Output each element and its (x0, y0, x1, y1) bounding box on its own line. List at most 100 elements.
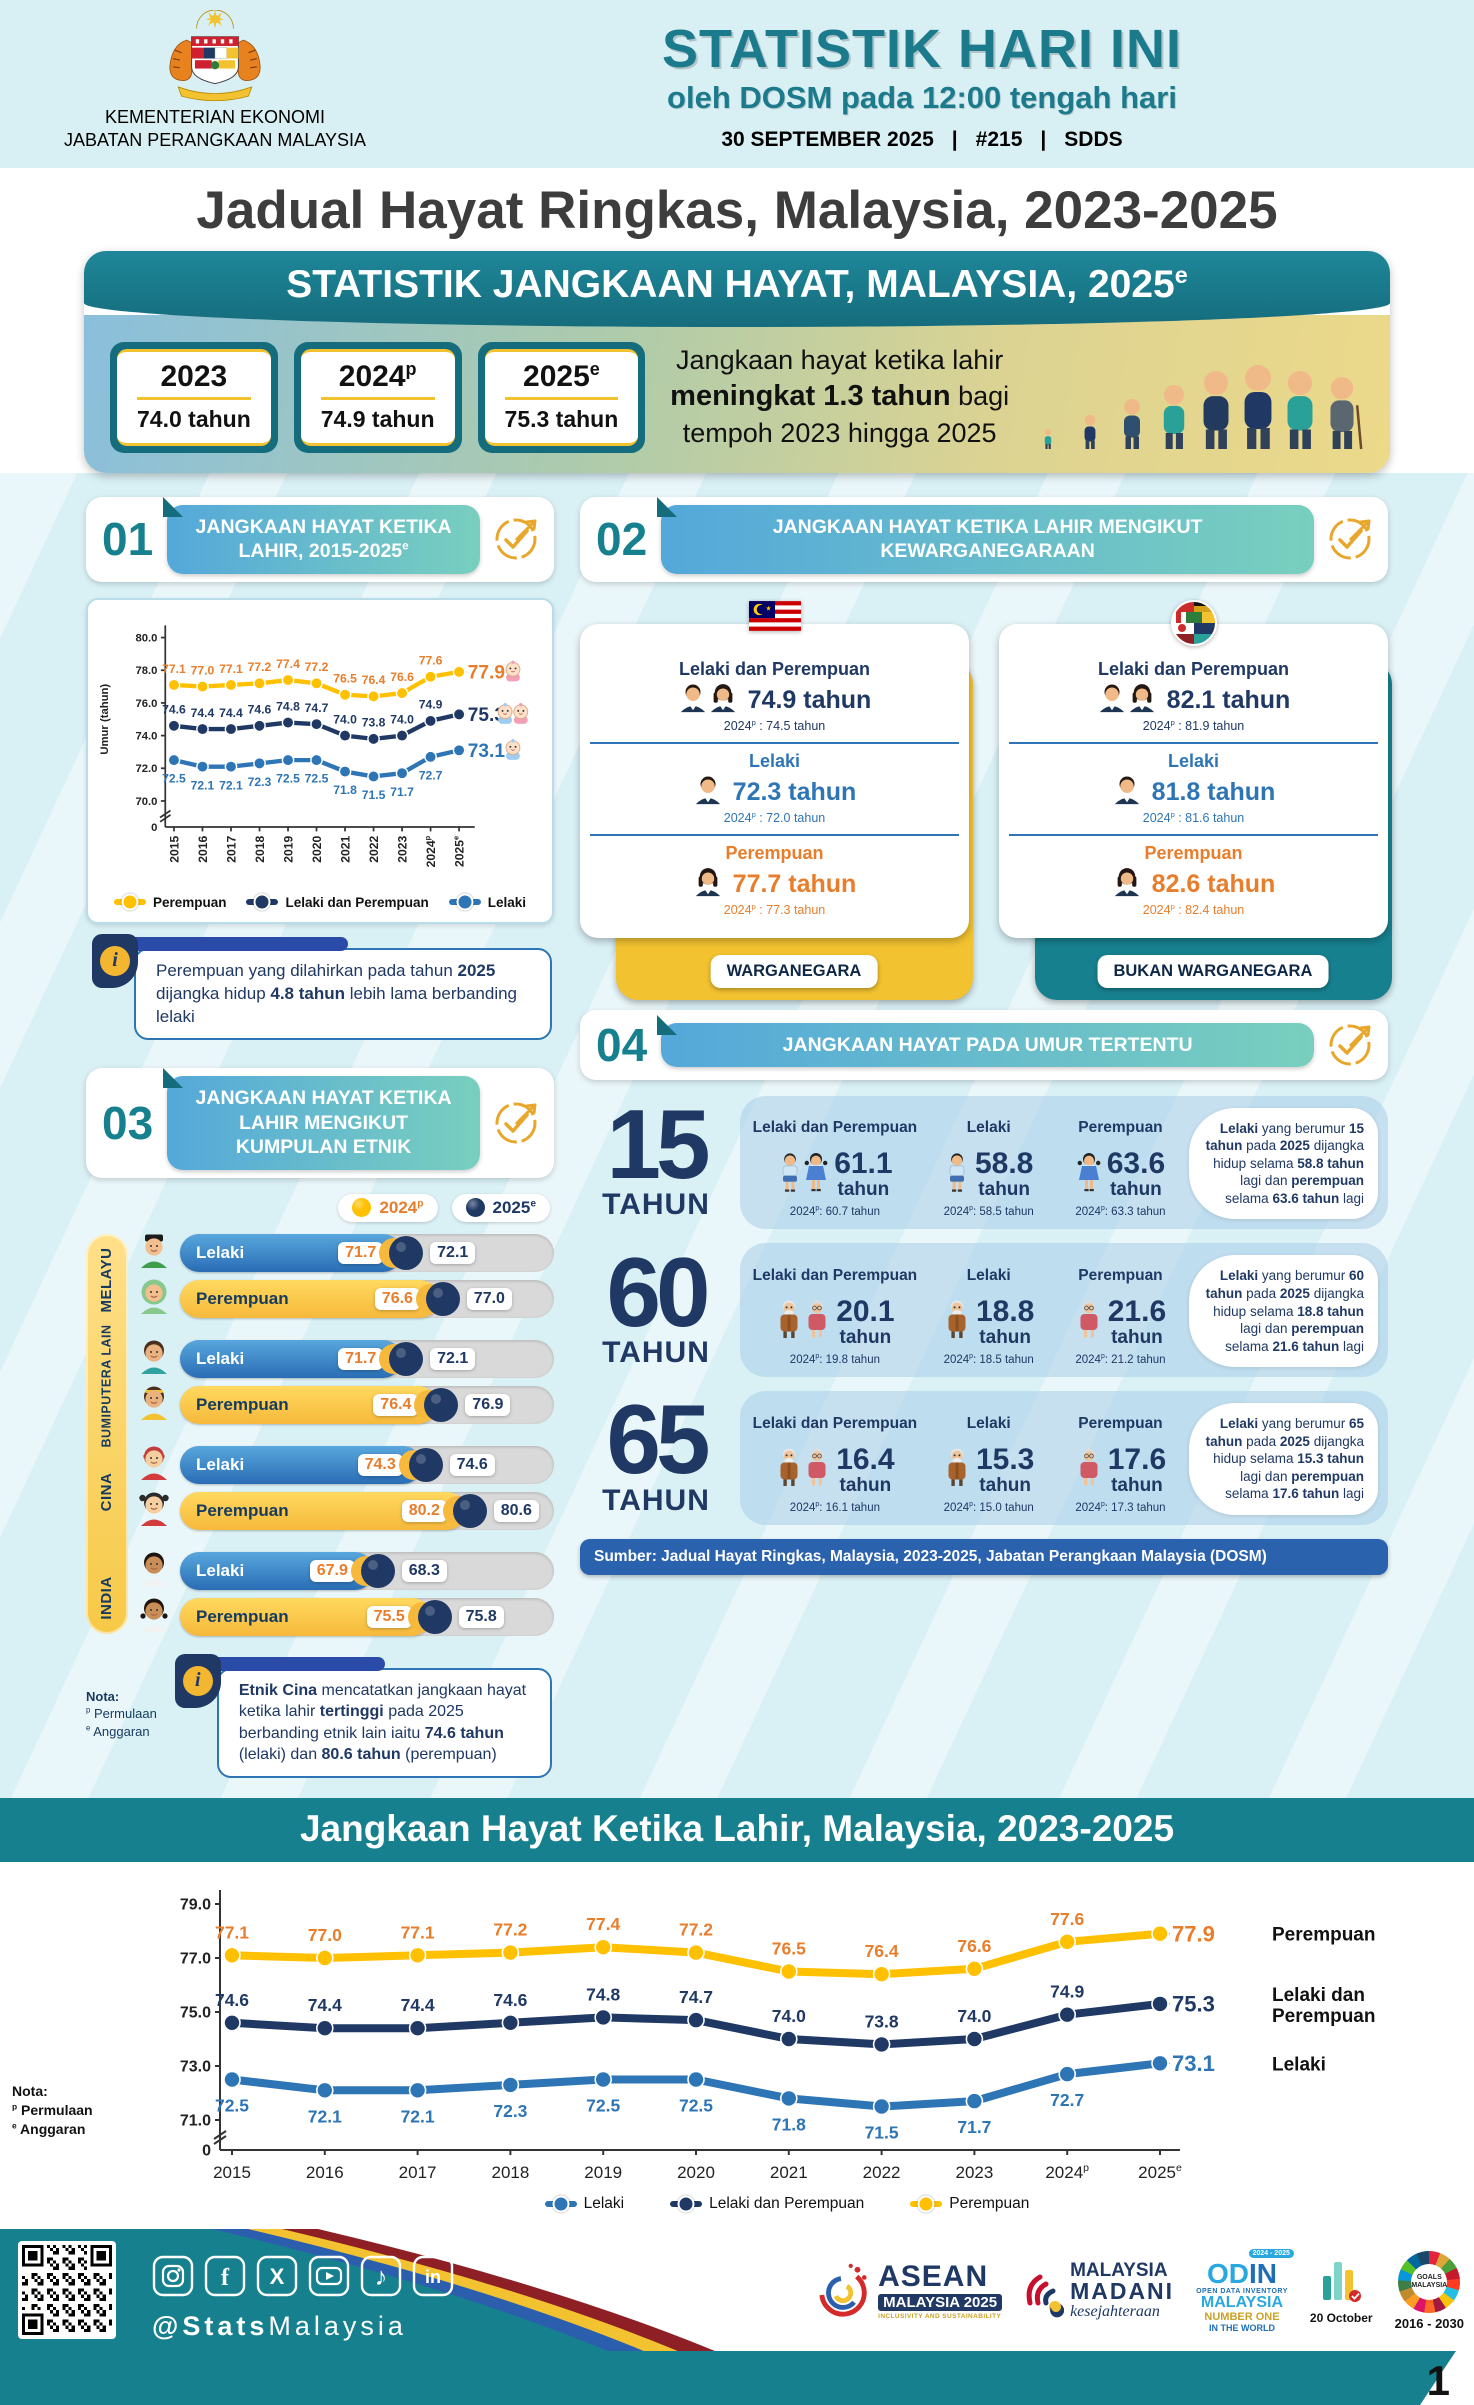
ethnic-bar-row: Perempuan 80.2 80.6 (134, 1491, 554, 1530)
grandpa-icon (943, 1448, 971, 1493)
banner-highlight: Jangkaan hayat ketika lahir meningkat 1.… (670, 345, 1010, 448)
publication-subtitle: oleh DOSM pada 12:00 tengah hari (667, 80, 1177, 115)
age-stat-column: Perempuan 63.6 tahun 2024p: 63.3 tahun (1058, 1109, 1184, 1218)
legend-label: Perempuan (152, 894, 227, 910)
citizenship-row: Lelaki dan Perempuan 74.9 tahun 2024p : 74… (590, 652, 959, 742)
row-label: Perempuan (725, 842, 824, 863)
perempuan-swatch (910, 2200, 943, 2207)
row-value: 77.7 tahun (732, 869, 857, 898)
svg-text:71.0: 71.0 (180, 2113, 211, 2130)
svg-text:2016: 2016 (306, 2163, 344, 2182)
column-header: Perempuan (1078, 1266, 1163, 1284)
age-row-65: 65 TAHUN Lelaki dan Perempuan 16.4 tahun 2024… (580, 1384, 1388, 1525)
melayu-lelaki-icon (134, 1232, 174, 1273)
legend-label: Lelaki (583, 2194, 625, 2212)
bar-label: Perempuan (196, 1500, 289, 1520)
svg-text:70.0: 70.0 (135, 796, 157, 808)
svg-text:76.5: 76.5 (772, 1938, 806, 1958)
ethnic-group-label: CINA (98, 1472, 116, 1511)
svg-text:77.9: 77.9 (1172, 1921, 1215, 1946)
separator: | (1040, 128, 1047, 151)
malaysia-flag-icon (748, 600, 801, 637)
svg-text:2018: 2018 (253, 835, 267, 862)
svg-text:72.1: 72.1 (191, 778, 215, 792)
column-header: Lelaki (966, 1266, 1011, 1284)
age-progression-illustration (1044, 365, 1363, 450)
year-value: 74.9 tahun (320, 405, 435, 432)
bar-track: Lelaki 67.9 68.3 (180, 1549, 554, 1593)
citizenship-tab: WARGANEGARA (710, 954, 878, 988)
legend-label: Lelaki dan Perempuan (709, 2194, 865, 2212)
marker-spheres (397, 1443, 447, 1487)
svg-text:2015: 2015 (167, 835, 181, 862)
citizenship-card: Lelaki dan Perempuan 82.1 tahun 2024p : 81… (999, 598, 1392, 1000)
svg-text:76.4: 76.4 (362, 673, 386, 687)
age-value: 65 (606, 1384, 710, 1495)
svg-text:74.0: 74.0 (957, 2006, 991, 2026)
value-2025: 72.1 (430, 1241, 476, 1264)
svg-text:2017: 2017 (224, 835, 238, 862)
column-previous-value: 2024p: 21.2 tahun (1075, 1353, 1166, 1366)
bar-track: Perempuan 76.6 77.0 (180, 1279, 554, 1318)
year-cards: 2023 74.0 tahun 2024p 74.9 tahun 2025e 75.3 t… (110, 341, 646, 453)
svg-text:74.4: 74.4 (219, 706, 243, 720)
column-value-unit: tahun (979, 1474, 1032, 1496)
svg-text:72.3: 72.3 (248, 775, 272, 789)
value-2025: 80.6 (493, 1499, 539, 1522)
legend-dot (352, 1198, 372, 1218)
footer: f X ♪ in @StatsMalaysia ASEAN MALAYSIA 2025… (0, 2228, 1474, 2405)
column-value-unit: tahun (837, 1179, 890, 1201)
column-value: 63.6 (1106, 1147, 1166, 1181)
row-previous-value: 2024p : 74.5 tahun (723, 717, 826, 733)
section-02-header: 02 JANGKAAN HAYAT KETIKA LAHIR MENGIKUT … (580, 497, 1388, 582)
age-stat-column: Lelaki 18.8 tahun 2024p: 18.5 tahun (926, 1257, 1052, 1366)
legend-label: 2025e (492, 1197, 537, 1217)
svg-text:77.6: 77.6 (1050, 1909, 1084, 1929)
row-value: 74.9 tahun (747, 685, 872, 714)
bar-label: Lelaki (196, 1454, 245, 1474)
section-title: JANGKAAN HAYAT KETIKA LAHIR MENGIKUT KUM… (167, 1076, 480, 1170)
row-previous-value: 2024p : 82.4 tahun (1142, 901, 1245, 917)
year-card: 2025e 75.3 tahun (477, 341, 646, 453)
ethnic-group: Lelaki 67.9 68.3 Perempuan 75.5 75.8 (134, 1549, 554, 1636)
svg-text:71.7: 71.7 (957, 2117, 991, 2137)
value-2024: 74.3 (357, 1453, 403, 1476)
column-value: 21.6 (1107, 1294, 1167, 1328)
lelaki-swatch (448, 899, 481, 906)
svg-text:2023: 2023 (395, 835, 409, 862)
madani-icon (1026, 2274, 1065, 2318)
masthead: KEMENTERIAN EKONOMI JABATAN PERANGKAAN M… (0, 0, 1474, 168)
value-2024: 76.4 (373, 1393, 419, 1416)
svg-text:74.6: 74.6 (215, 1990, 249, 2010)
citizenship-card: Lelaki dan Perempuan 74.9 tahun 2024p : 74… (580, 598, 973, 1000)
column-header: Lelaki dan Perempuan (752, 1414, 918, 1432)
banner-title: STATISTIK JANGKAAN HAYAT, MALAYSIA, 2025… (84, 251, 1390, 327)
svg-text:2020: 2020 (677, 2163, 715, 2182)
grandma-icon (1075, 1448, 1103, 1493)
svg-text:72.1: 72.1 (401, 2106, 435, 2126)
man-woman-icon (678, 683, 738, 718)
svg-text:2021: 2021 (770, 2163, 808, 2182)
svg-text:77.2: 77.2 (493, 1920, 527, 1940)
svg-text:76.6: 76.6 (390, 670, 414, 684)
bar-track: Lelaki 71.7 72.1 (180, 1233, 554, 1272)
legend-item: Lelaki dan Perempuan (670, 2195, 864, 2213)
marker-spheres (349, 1549, 399, 1593)
woman-icon (1112, 867, 1142, 902)
svg-text:72.1: 72.1 (219, 778, 243, 792)
grandpa-grandma-icon (775, 1448, 831, 1493)
age-unit: TAHUN (602, 1336, 710, 1369)
bumiputera-perempuan-icon (134, 1384, 174, 1425)
age-stat-column: Lelaki dan Perempuan 20.1 tahun 2024p: 19.8… (750, 1257, 920, 1366)
section-number: 04 (596, 1018, 648, 1071)
legend-dot (465, 1198, 485, 1218)
svg-text:75.0: 75.0 (180, 2005, 211, 2022)
lelaki-swatch (544, 2200, 577, 2207)
value-2025: 75.8 (458, 1605, 504, 1628)
svg-text:0: 0 (202, 2143, 211, 2160)
woman-icon (693, 867, 723, 902)
year-label: 2023 (137, 360, 251, 400)
age-panel: Lelaki dan Perempuan 20.1 tahun 2024p: 19.8… (740, 1243, 1388, 1378)
svg-text:74.4: 74.4 (401, 1995, 435, 2015)
ethnic-chart-legend: 2024p 2025e (86, 1193, 550, 1222)
